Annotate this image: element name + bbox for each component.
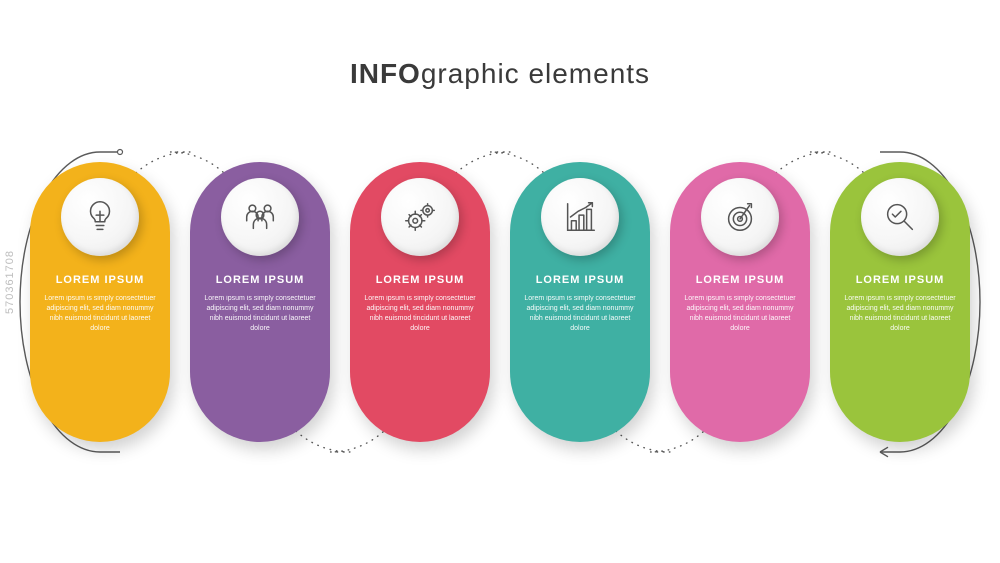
pill-3-heading: LOREM IPSUM [364,274,476,286]
barchart-icon [561,198,599,236]
pill-3-body: Lorem ipsum is simply consectetuer adipi… [364,294,476,335]
title-light: graphic elements [421,58,650,89]
pill-2-body: Lorem ipsum is simply consectetuer adipi… [204,294,316,335]
pill-6-content: LOREM IPSUM Lorem ipsum is simply consec… [844,274,956,335]
pill-row: LOREM IPSUM Lorem ipsum is simply consec… [30,162,970,442]
infographic-stage: 570361708 INFOgraphic elements LOREM IPS… [0,0,1000,563]
pill-6: LOREM IPSUM Lorem ipsum is simply consec… [830,162,970,442]
page-title: INFOgraphic elements [0,58,1000,90]
title-bold: INFO [350,58,421,89]
pill-5-body: Lorem ipsum is simply consectetuer adipi… [684,294,796,335]
pill-3: LOREM IPSUM Lorem ipsum is simply consec… [350,162,490,442]
magnifier-icon [881,198,919,236]
pill-1-content: LOREM IPSUM Lorem ipsum is simply consec… [44,274,156,335]
pill-2-content: LOREM IPSUM Lorem ipsum is simply consec… [204,274,316,335]
pill-6-heading: LOREM IPSUM [844,274,956,286]
lightbulb-icon [81,198,119,236]
icon-circle-4 [541,178,619,256]
pill-5-heading: LOREM IPSUM [684,274,796,286]
pill-5-content: LOREM IPSUM Lorem ipsum is simply consec… [684,274,796,335]
pill-4: LOREM IPSUM Lorem ipsum is simply consec… [510,162,650,442]
gears-icon [401,198,439,236]
icon-circle-3 [381,178,459,256]
pill-1: LOREM IPSUM Lorem ipsum is simply consec… [30,162,170,442]
pill-1-body: Lorem ipsum is simply consectetuer adipi… [44,294,156,335]
pill-4-content: LOREM IPSUM Lorem ipsum is simply consec… [524,274,636,335]
pill-5: LOREM IPSUM Lorem ipsum is simply consec… [670,162,810,442]
icon-circle-6 [861,178,939,256]
pill-4-body: Lorem ipsum is simply consectetuer adipi… [524,294,636,335]
team-icon [241,198,279,236]
icon-circle-1 [61,178,139,256]
pill-1-heading: LOREM IPSUM [44,274,156,286]
watermark-id: 570361708 [0,243,20,319]
pill-6-body: Lorem ipsum is simply consectetuer adipi… [844,294,956,335]
pill-2: LOREM IPSUM Lorem ipsum is simply consec… [190,162,330,442]
pill-2-heading: LOREM IPSUM [204,274,316,286]
icon-circle-2 [221,178,299,256]
icon-circle-5 [701,178,779,256]
pill-3-content: LOREM IPSUM Lorem ipsum is simply consec… [364,274,476,335]
target-icon [721,198,759,236]
pill-4-heading: LOREM IPSUM [524,274,636,286]
